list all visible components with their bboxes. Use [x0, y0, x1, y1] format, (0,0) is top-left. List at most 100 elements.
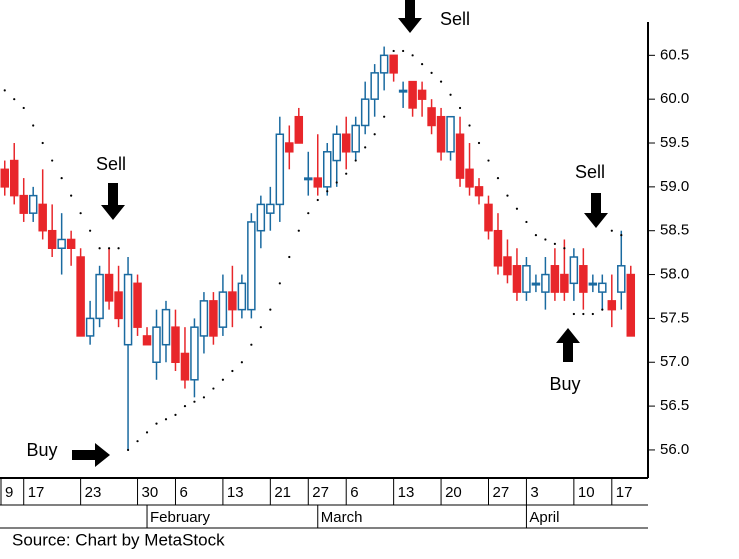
y-tick-label: 58.0: [660, 266, 689, 283]
y-tick-label: 56.5: [660, 397, 689, 414]
sar-dot: [620, 233, 623, 237]
sar-dot: [193, 400, 196, 403]
sar-dot: [212, 387, 215, 390]
candle-body: [332, 133, 341, 162]
x-tick-label: 3: [530, 484, 538, 501]
candle-body: [455, 133, 465, 179]
y-tick-label: 57.0: [660, 353, 689, 370]
candle-body: [285, 142, 294, 153]
candle-body: [237, 282, 247, 311]
candle-body: [503, 256, 512, 276]
candle-body: [209, 300, 218, 337]
x-tick-label: 17: [616, 484, 633, 501]
month-label: February: [150, 509, 211, 526]
sar-dot: [250, 343, 253, 346]
candle-body: [588, 282, 598, 286]
annotation: Buy: [26, 440, 57, 460]
sar-dot: [183, 404, 187, 408]
candle-body: [133, 282, 142, 328]
candle-body: [341, 133, 351, 153]
candle-body: [180, 352, 190, 381]
x-tick-label: 13: [227, 484, 244, 501]
y-tick-label: 60.0: [660, 90, 689, 107]
x-tick-label: 30: [142, 484, 159, 501]
sar-dot: [326, 190, 329, 193]
sar-dot: [316, 198, 319, 202]
x-tick-label: 13: [398, 484, 415, 501]
x-tick-label: 20: [445, 484, 462, 501]
x-tick-label: 23: [85, 484, 102, 501]
sar-dot: [506, 194, 509, 197]
sar-dot: [572, 312, 575, 316]
candle-body: [142, 335, 152, 346]
candle-body: [512, 265, 522, 293]
sar-dot: [51, 159, 54, 162]
buy-arrow: [72, 443, 110, 467]
candle-body: [370, 72, 379, 100]
candle-body: [598, 282, 607, 293]
month-label: March: [321, 509, 363, 526]
candle-body: [28, 194, 38, 214]
sar-dot: [335, 181, 338, 184]
sar-dot: [468, 124, 471, 127]
sar-dot: [383, 115, 386, 118]
sar-dot: [553, 242, 556, 245]
candle-body: [417, 89, 427, 100]
candle-body: [66, 238, 76, 249]
sar-dot: [288, 255, 291, 259]
candle-body: [579, 265, 588, 293]
sar-dot: [402, 49, 405, 53]
candle-body: [247, 221, 256, 311]
candle-body: [104, 273, 114, 302]
candle-body: [569, 256, 579, 285]
candle-body: [427, 107, 436, 127]
sar-dot: [98, 247, 101, 250]
sar-dot: [155, 422, 158, 425]
sar-dot: [534, 233, 538, 237]
candle-body: [218, 291, 228, 328]
annotation: Sell: [96, 154, 126, 174]
candle-body: [531, 282, 541, 286]
candle-body: [47, 229, 57, 249]
sar-dot: [345, 172, 348, 175]
candle-body: [351, 124, 360, 153]
sar-dot: [411, 54, 414, 57]
y-tick-label: 59.0: [660, 178, 689, 195]
sar-dot: [477, 141, 481, 145]
candle-body: [550, 265, 560, 293]
sar-dot: [364, 146, 367, 149]
sell-arrow: [398, 0, 422, 33]
sar-dot: [136, 440, 139, 443]
sar-dot: [231, 369, 234, 373]
candle-body: [493, 229, 503, 267]
x-tick-label: 6: [179, 484, 187, 501]
arrows: [72, 0, 608, 467]
candle-body: [474, 186, 484, 197]
candle-body: [322, 151, 332, 188]
sar-dot: [60, 176, 63, 180]
candle-body: [294, 115, 304, 144]
sar-dot: [373, 133, 376, 136]
sell-arrow: [584, 193, 608, 228]
sar-dot: [117, 247, 120, 250]
candle-body: [607, 300, 617, 311]
sar-dot: [79, 212, 82, 215]
candle-body: [626, 273, 636, 337]
candle-body: [360, 98, 370, 127]
candle-body: [408, 80, 417, 109]
sell-arrow: [101, 183, 125, 220]
annotation: Sell: [440, 9, 470, 29]
sar-dot: [297, 229, 300, 232]
candle-body: [190, 326, 199, 381]
candle-body: [304, 177, 313, 181]
sar-dot: [307, 212, 310, 215]
candle-body: [85, 317, 95, 337]
candle-body: [398, 89, 408, 93]
sar-dot: [202, 396, 206, 399]
x-tick-label: 27: [492, 484, 509, 501]
sar-dot: [269, 308, 272, 311]
candle-body: [228, 291, 237, 311]
candle-body: [57, 238, 66, 249]
candle-body: [275, 133, 285, 206]
candle-body: [389, 54, 398, 74]
